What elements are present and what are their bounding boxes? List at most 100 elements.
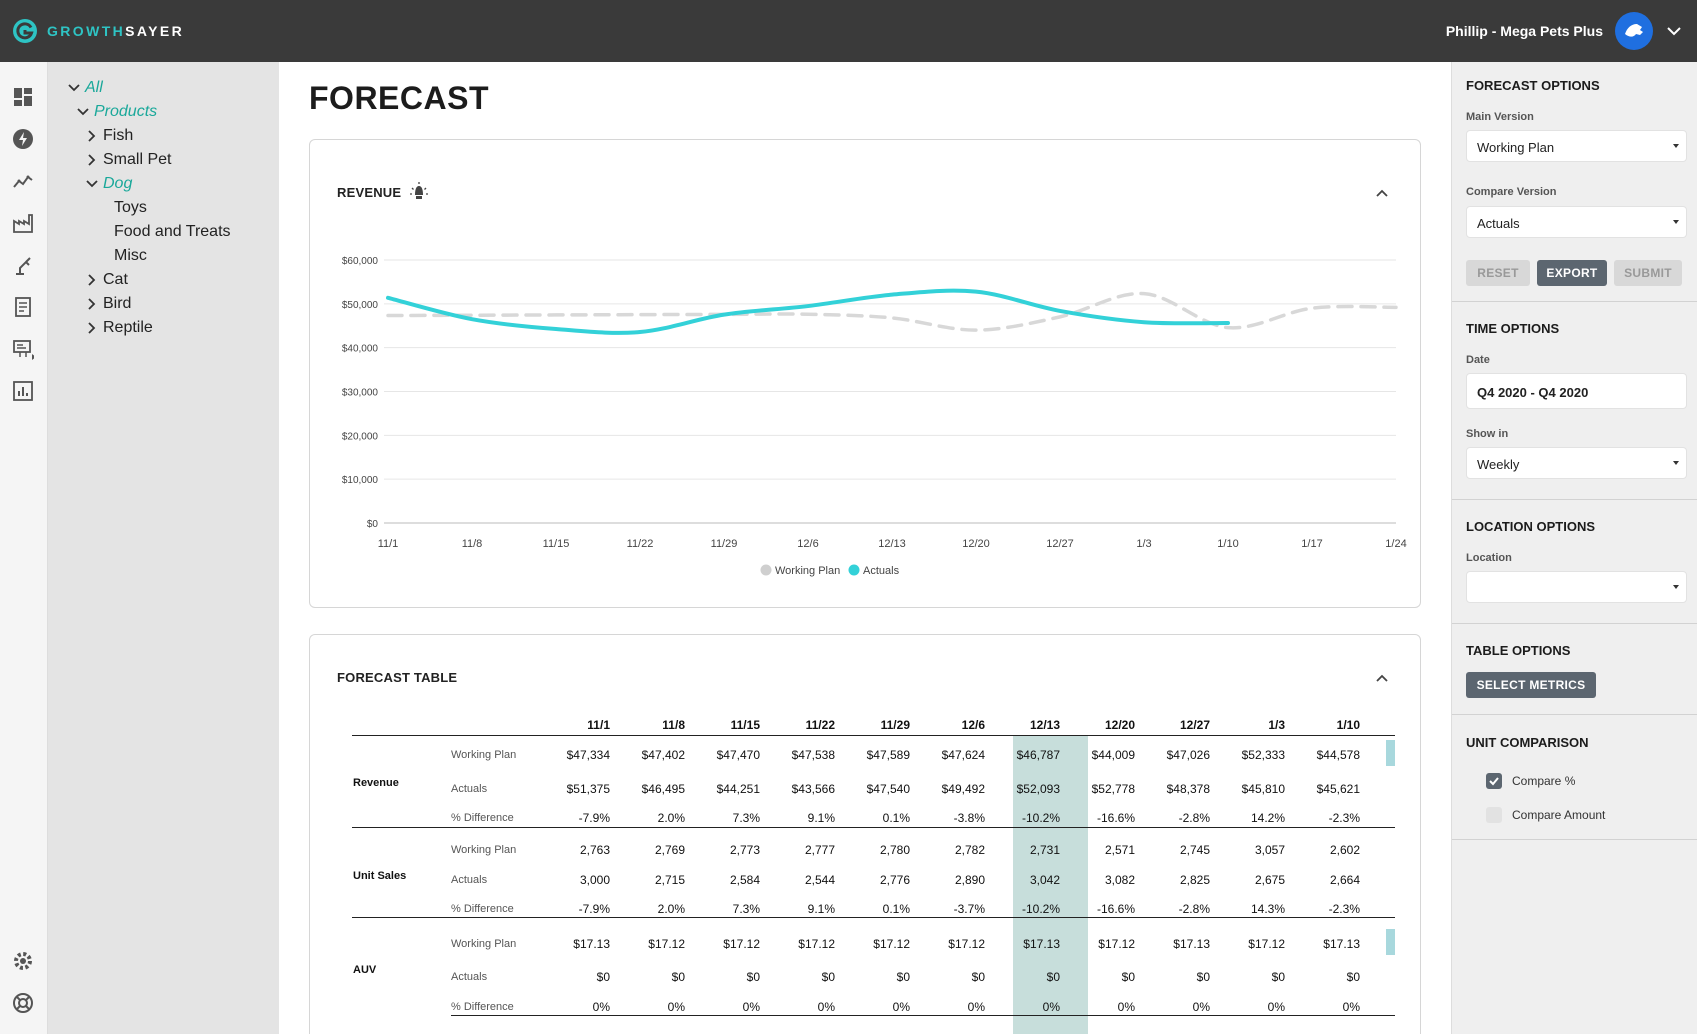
- tree-item-small-pet[interactable]: Small Pet: [85, 151, 171, 169]
- table-cell: $0: [1271, 970, 1285, 984]
- table-cell: 2,777: [804, 843, 835, 857]
- table-cell: 3,042: [1029, 873, 1060, 887]
- table-cell: 0%: [1042, 1000, 1060, 1014]
- table-cell: $43,566: [791, 782, 835, 796]
- table-cell: -16.6%: [1096, 811, 1135, 825]
- main-content: FORECAST REVENUE $0 $10,000 $20,000 $30,000…: [279, 62, 1451, 1034]
- y-tick-label: $0: [367, 519, 379, 530]
- row-metric-label: Unit Sales: [353, 870, 407, 882]
- show-in-label: Show in: [1466, 428, 1509, 440]
- compare-percent-option[interactable]: Compare %: [1486, 773, 1575, 789]
- product-tree: All Products Fish Small Pet Dog Toys Foo…: [48, 62, 279, 1034]
- check-icon: [1489, 777, 1499, 786]
- chevron-right-icon[interactable]: [85, 273, 99, 287]
- lightning-icon[interactable]: [12, 128, 34, 150]
- tree-item-all[interactable]: All: [67, 79, 103, 97]
- chevron-down-icon[interactable]: [67, 81, 81, 95]
- table-cell: 0%: [1117, 1000, 1135, 1014]
- chevron-down-icon[interactable]: [76, 105, 90, 119]
- submit-button[interactable]: SUBMIT: [1614, 260, 1682, 286]
- factory-icon[interactable]: [12, 212, 34, 234]
- chevron-right-icon[interactable]: [85, 153, 99, 167]
- highlighted-week-column: [1013, 736, 1088, 1034]
- tree-item-dog[interactable]: Dog: [85, 175, 132, 193]
- tree-item-misc[interactable]: Misc: [114, 247, 147, 264]
- select-metrics-button[interactable]: SELECT METRICS: [1466, 672, 1596, 698]
- table-cell: 2,544: [804, 873, 835, 887]
- tree-item-food-and-treats[interactable]: Food and Treats: [114, 223, 231, 240]
- table-cell: 2,715: [654, 873, 685, 887]
- forecast-options-title: FORECAST OPTIONS: [1466, 78, 1600, 93]
- table-cell: 2,890: [954, 873, 985, 887]
- tree-item-toys[interactable]: Toys: [114, 199, 147, 216]
- chevron-right-icon[interactable]: [85, 297, 99, 311]
- collapse-chevron-icon[interactable]: [1374, 185, 1390, 201]
- tree-item-fish[interactable]: Fish: [85, 127, 133, 145]
- avatar[interactable]: [1615, 12, 1653, 50]
- table-cell: 7.3%: [732, 811, 760, 825]
- table-cell: 2,584: [729, 873, 760, 887]
- table-cell: 2,745: [1179, 843, 1210, 857]
- date-range-field[interactable]: Q4 2020 - Q4 2020: [1466, 373, 1687, 409]
- table-cell: 9.1%: [807, 811, 835, 825]
- tree-item-bird[interactable]: Bird: [85, 295, 131, 313]
- compare-version-select[interactable]: Actuals: [1466, 206, 1687, 238]
- collapse-chevron-icon[interactable]: [1374, 670, 1390, 686]
- table-cell: -7.9%: [578, 811, 610, 825]
- column-header: 12/27: [1179, 718, 1210, 732]
- table-cell: 0%: [592, 1000, 610, 1014]
- report-icon[interactable]: [12, 296, 34, 318]
- table-cell: $52,093: [1016, 782, 1060, 796]
- row-series-label: Working Plan: [451, 844, 517, 856]
- trend-icon[interactable]: [12, 170, 34, 192]
- location-select[interactable]: [1466, 571, 1687, 603]
- tree-item-reptile[interactable]: Reptile: [85, 319, 153, 337]
- main-version-select[interactable]: Working Plan: [1466, 130, 1687, 162]
- y-tick-label: $40,000: [342, 344, 379, 355]
- row-scroll-marker[interactable]: [1386, 740, 1395, 766]
- reset-button[interactable]: RESET: [1466, 260, 1530, 286]
- main-version-label: Main Version: [1466, 111, 1534, 123]
- column-header: 11/8: [662, 718, 685, 732]
- column-header: 12/20: [1104, 718, 1135, 732]
- table-cell: $17.12: [873, 937, 910, 951]
- tree-item-cat[interactable]: Cat: [85, 271, 128, 289]
- compare-amount-checkbox[interactable]: [1486, 807, 1502, 823]
- brand[interactable]: GROWTHSAYER: [12, 18, 184, 44]
- account-menu[interactable]: Phillip - Mega Pets Plus: [1446, 12, 1683, 50]
- support-icon[interactable]: [12, 992, 34, 1014]
- table-cell: $44,578: [1316, 748, 1360, 762]
- lightbulb-icon[interactable]: [407, 180, 431, 204]
- presentation-icon[interactable]: [12, 338, 34, 360]
- chevron-right-icon[interactable]: [85, 129, 99, 143]
- table-cell: 2,571: [1104, 843, 1135, 857]
- x-tick-label: 1/24: [1385, 538, 1406, 550]
- chevron-right-icon[interactable]: [85, 321, 99, 335]
- bar-chart-icon[interactable]: [12, 380, 34, 402]
- show-in-select[interactable]: Weekly: [1466, 447, 1687, 479]
- compare-percent-checkbox[interactable]: [1486, 773, 1502, 789]
- chevron-down-icon[interactable]: [1665, 22, 1683, 40]
- robot-arm-icon[interactable]: [12, 254, 34, 276]
- caret-down-icon: [1673, 585, 1679, 589]
- table-cell: 3,000: [579, 873, 610, 887]
- chevron-down-icon[interactable]: [85, 177, 99, 191]
- dashboard-icon[interactable]: [12, 86, 34, 108]
- tree-item-products[interactable]: Products: [76, 103, 157, 121]
- table-cell: 0%: [1342, 1000, 1360, 1014]
- y-tick-label: $10,000: [342, 475, 379, 486]
- row-series-label: Actuals: [451, 971, 488, 983]
- table-cell: 0%: [742, 1000, 760, 1014]
- x-tick-label: 12/13: [878, 538, 906, 550]
- table-cell: 0%: [892, 1000, 910, 1014]
- table-cell: 14.3%: [1250, 902, 1285, 916]
- table-cell: $17.13: [1173, 937, 1210, 951]
- table-cell: $47,540: [866, 782, 910, 796]
- table-cell: 0.1%: [882, 811, 910, 825]
- x-tick-label: 12/20: [962, 538, 990, 550]
- export-button[interactable]: EXPORT: [1537, 260, 1607, 286]
- gear-icon[interactable]: [12, 950, 34, 972]
- row-scroll-marker[interactable]: [1386, 929, 1395, 955]
- group-divider: [451, 1015, 1395, 1016]
- compare-amount-option[interactable]: Compare Amount: [1486, 807, 1605, 823]
